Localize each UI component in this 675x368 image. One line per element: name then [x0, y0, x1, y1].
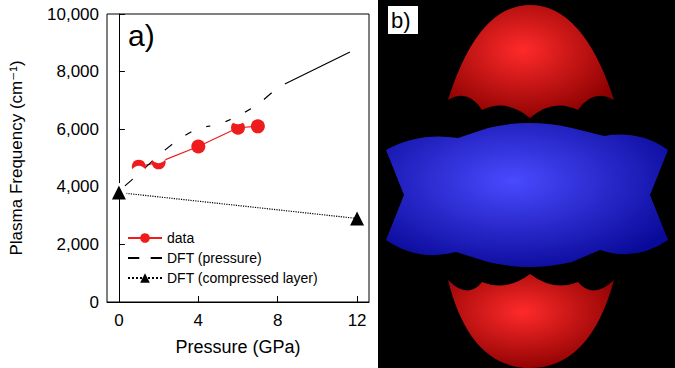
svg-text:0: 0	[114, 311, 123, 330]
svg-text:a): a)	[128, 19, 155, 52]
svg-text:8,000: 8,000	[56, 62, 99, 81]
svg-text:DFT (pressure): DFT (pressure)	[167, 250, 262, 266]
svg-text:10,000: 10,000	[47, 5, 99, 24]
svg-text:data: data	[167, 230, 194, 246]
svg-text:2,000: 2,000	[56, 235, 99, 254]
svg-text:Plasma Frequency (cm⁻¹): Plasma Frequency (cm⁻¹)	[7, 60, 26, 255]
svg-text:6,000: 6,000	[56, 120, 99, 139]
svg-text:0: 0	[90, 293, 99, 312]
svg-text:Pressure (GPa): Pressure (GPa)	[175, 337, 300, 357]
svg-text:8: 8	[273, 311, 282, 330]
svg-text:12: 12	[348, 311, 367, 330]
svg-text:b): b)	[391, 8, 411, 33]
svg-text:4,000: 4,000	[56, 177, 99, 196]
svg-text:DFT (compressed layer): DFT (compressed layer)	[167, 270, 318, 286]
svg-text:4: 4	[194, 311, 203, 330]
